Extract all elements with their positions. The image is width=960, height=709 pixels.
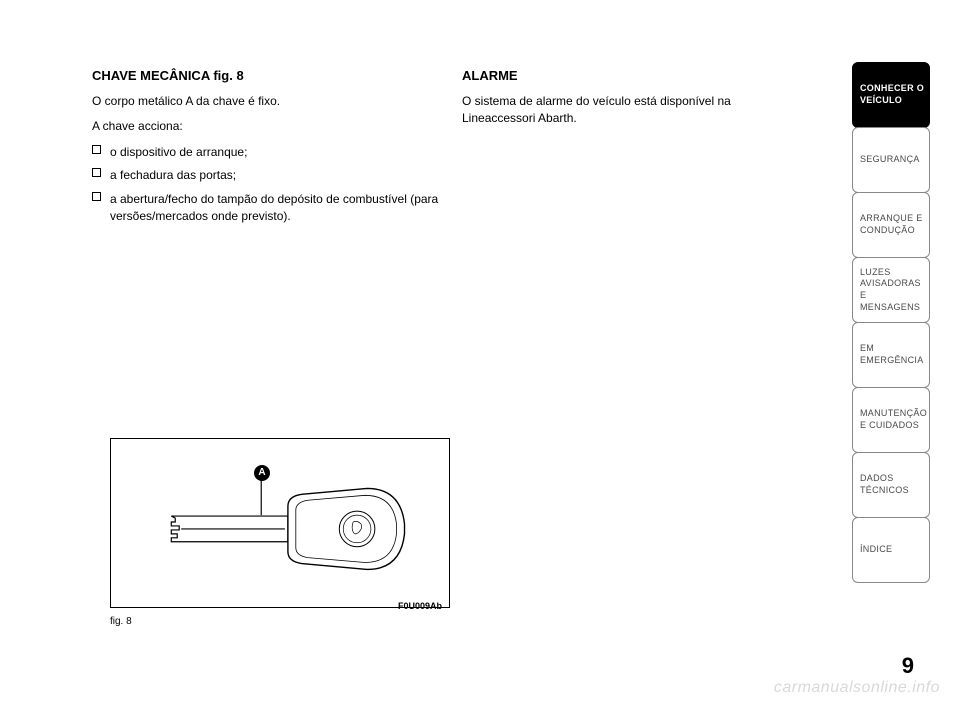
figure-code: F0U009Ab	[398, 601, 442, 611]
page-number: 9	[902, 653, 914, 679]
tab-label: SEGURANÇA	[860, 154, 920, 166]
intro-text-2: A chave acciona:	[92, 118, 452, 135]
tab-label: MANUTENÇÃO E CUIDADOS	[860, 408, 929, 431]
figure-caption: fig. 8	[110, 616, 132, 627]
body-text: O sistema de alarme do veículo está disp…	[462, 93, 802, 128]
key-illustration	[111, 439, 449, 607]
intro-text-1: O corpo metálico A da chave é fixo.	[92, 93, 452, 110]
square-bullet-icon	[92, 168, 101, 177]
list-item-text: a abertura/fecho do tampão do depósito d…	[110, 192, 438, 223]
tab-indice[interactable]: ÍNDICE	[852, 517, 930, 583]
tab-arranque-conducao[interactable]: ARRANQUE E CONDUÇÃO	[852, 192, 930, 258]
square-bullet-icon	[92, 192, 101, 201]
list-item-text: a fechadura das portas;	[110, 168, 236, 182]
left-column: CHAVE MECÂNICA fig. 8 O corpo metálico A…	[92, 68, 452, 231]
tab-luzes-avisadoras[interactable]: LUZES AVISADORAS E MENSAGENS	[852, 257, 930, 323]
tab-label: EM EMERGÊNCIA	[860, 343, 929, 366]
watermark: carmanualsonline.info	[774, 679, 940, 697]
section-heading: ALARME	[462, 68, 802, 83]
list-item: a abertura/fecho do tampão do depósito d…	[92, 191, 452, 226]
tab-manutencao[interactable]: MANUTENÇÃO E CUIDADOS	[852, 387, 930, 453]
section-tabs: CONHECER O VEÍCULO SEGURANÇA ARRANQUE E …	[852, 62, 930, 582]
tab-label: LUZES AVISADORAS E MENSAGENS	[860, 267, 929, 314]
bullet-list: o dispositivo de arranque; a fechadura d…	[92, 144, 452, 226]
tab-conhecer-veiculo[interactable]: CONHECER O VEÍCULO	[852, 62, 930, 128]
right-column: ALARME O sistema de alarme do veículo es…	[462, 68, 802, 136]
tab-label: DADOS TÉCNICOS	[860, 473, 929, 496]
tab-label: ÍNDICE	[860, 544, 892, 556]
callout-label-a: A	[254, 465, 270, 481]
list-item-text: o dispositivo de arranque;	[110, 145, 247, 159]
tab-label: ARRANQUE E CONDUÇÃO	[860, 213, 929, 236]
tab-em-emergencia[interactable]: EM EMERGÊNCIA	[852, 322, 930, 388]
list-item: o dispositivo de arranque;	[92, 144, 452, 161]
tab-dados-tecnicos[interactable]: DADOS TÉCNICOS	[852, 452, 930, 518]
list-item: a fechadura das portas;	[92, 167, 452, 184]
tab-label: CONHECER O VEÍCULO	[860, 83, 929, 106]
square-bullet-icon	[92, 145, 101, 154]
manual-page: CHAVE MECÂNICA fig. 8 O corpo metálico A…	[0, 0, 960, 709]
tab-seguranca[interactable]: SEGURANÇA	[852, 127, 930, 193]
section-heading: CHAVE MECÂNICA fig. 8	[92, 68, 452, 83]
figure-8: A	[110, 438, 450, 608]
